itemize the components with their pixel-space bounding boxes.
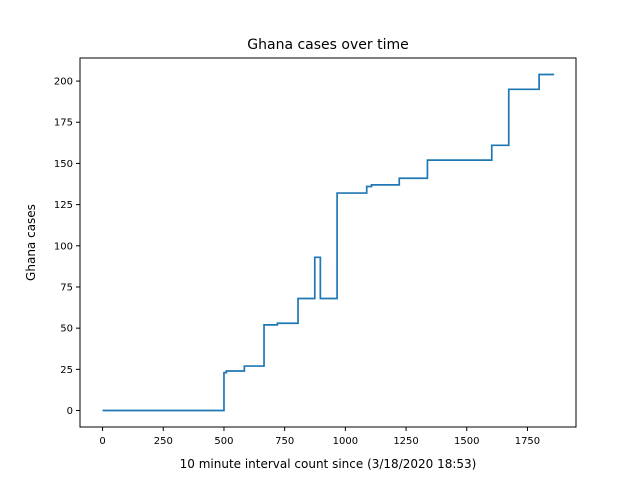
series-line-ghana-cases bbox=[102, 73, 555, 412]
x-tick-label: 1750 bbox=[515, 436, 540, 447]
y-tick-label: 200 bbox=[54, 77, 73, 88]
x-tick-label: 250 bbox=[154, 436, 173, 447]
chart-title: Ghana cases over time bbox=[247, 37, 408, 53]
x-tick-label: 1500 bbox=[454, 436, 479, 447]
y-tick-label: 175 bbox=[54, 118, 73, 129]
x-tick-label: 750 bbox=[275, 436, 294, 447]
y-axis-ticks: 0 25 50 75 100 125 150 175 200 bbox=[54, 77, 80, 417]
plot-area bbox=[79, 57, 577, 428]
y-tick-label: 125 bbox=[54, 200, 73, 211]
x-axis-label: 10 minute interval count since (3/18/202… bbox=[180, 457, 477, 471]
y-tick-label: 100 bbox=[54, 241, 73, 252]
x-tick-label: 0 bbox=[99, 436, 105, 447]
x-tick-label: 500 bbox=[214, 436, 233, 447]
y-axis-label: Ghana cases bbox=[24, 204, 38, 281]
y-tick-label: 0 bbox=[67, 406, 73, 417]
y-tick-label: 75 bbox=[60, 282, 73, 293]
x-axis-ticks: 0 250 500 750 1000 1250 1500 1750 bbox=[99, 427, 540, 447]
x-tick-label: 1000 bbox=[333, 436, 358, 447]
y-tick-label: 50 bbox=[60, 324, 73, 335]
y-tick-label: 25 bbox=[60, 365, 73, 376]
x-tick-label: 1250 bbox=[393, 436, 418, 447]
axes-frame bbox=[79, 57, 577, 428]
y-tick-label: 150 bbox=[54, 159, 73, 170]
